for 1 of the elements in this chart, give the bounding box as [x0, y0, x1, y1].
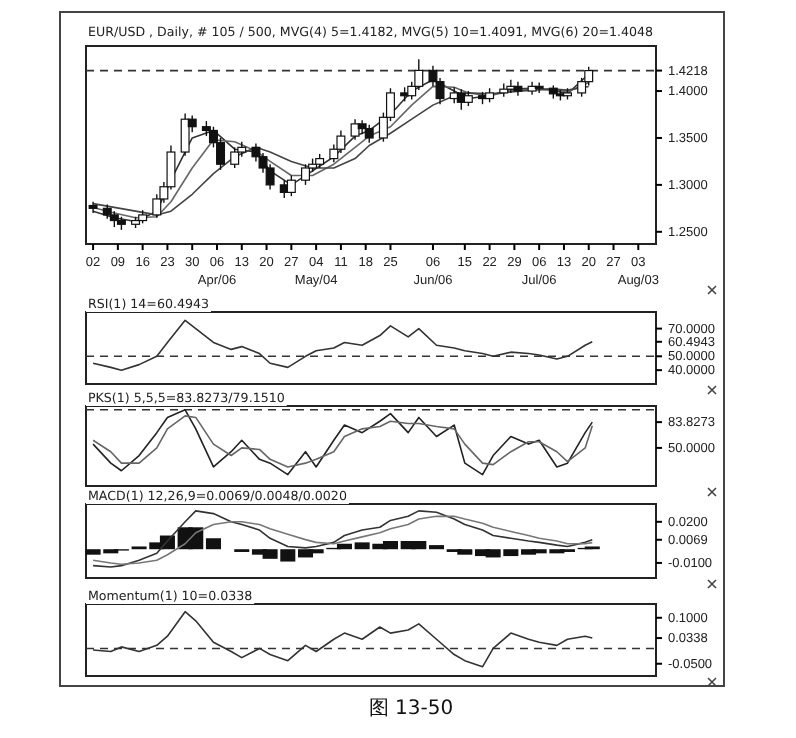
caption: 图 13-50	[368, 698, 454, 720]
